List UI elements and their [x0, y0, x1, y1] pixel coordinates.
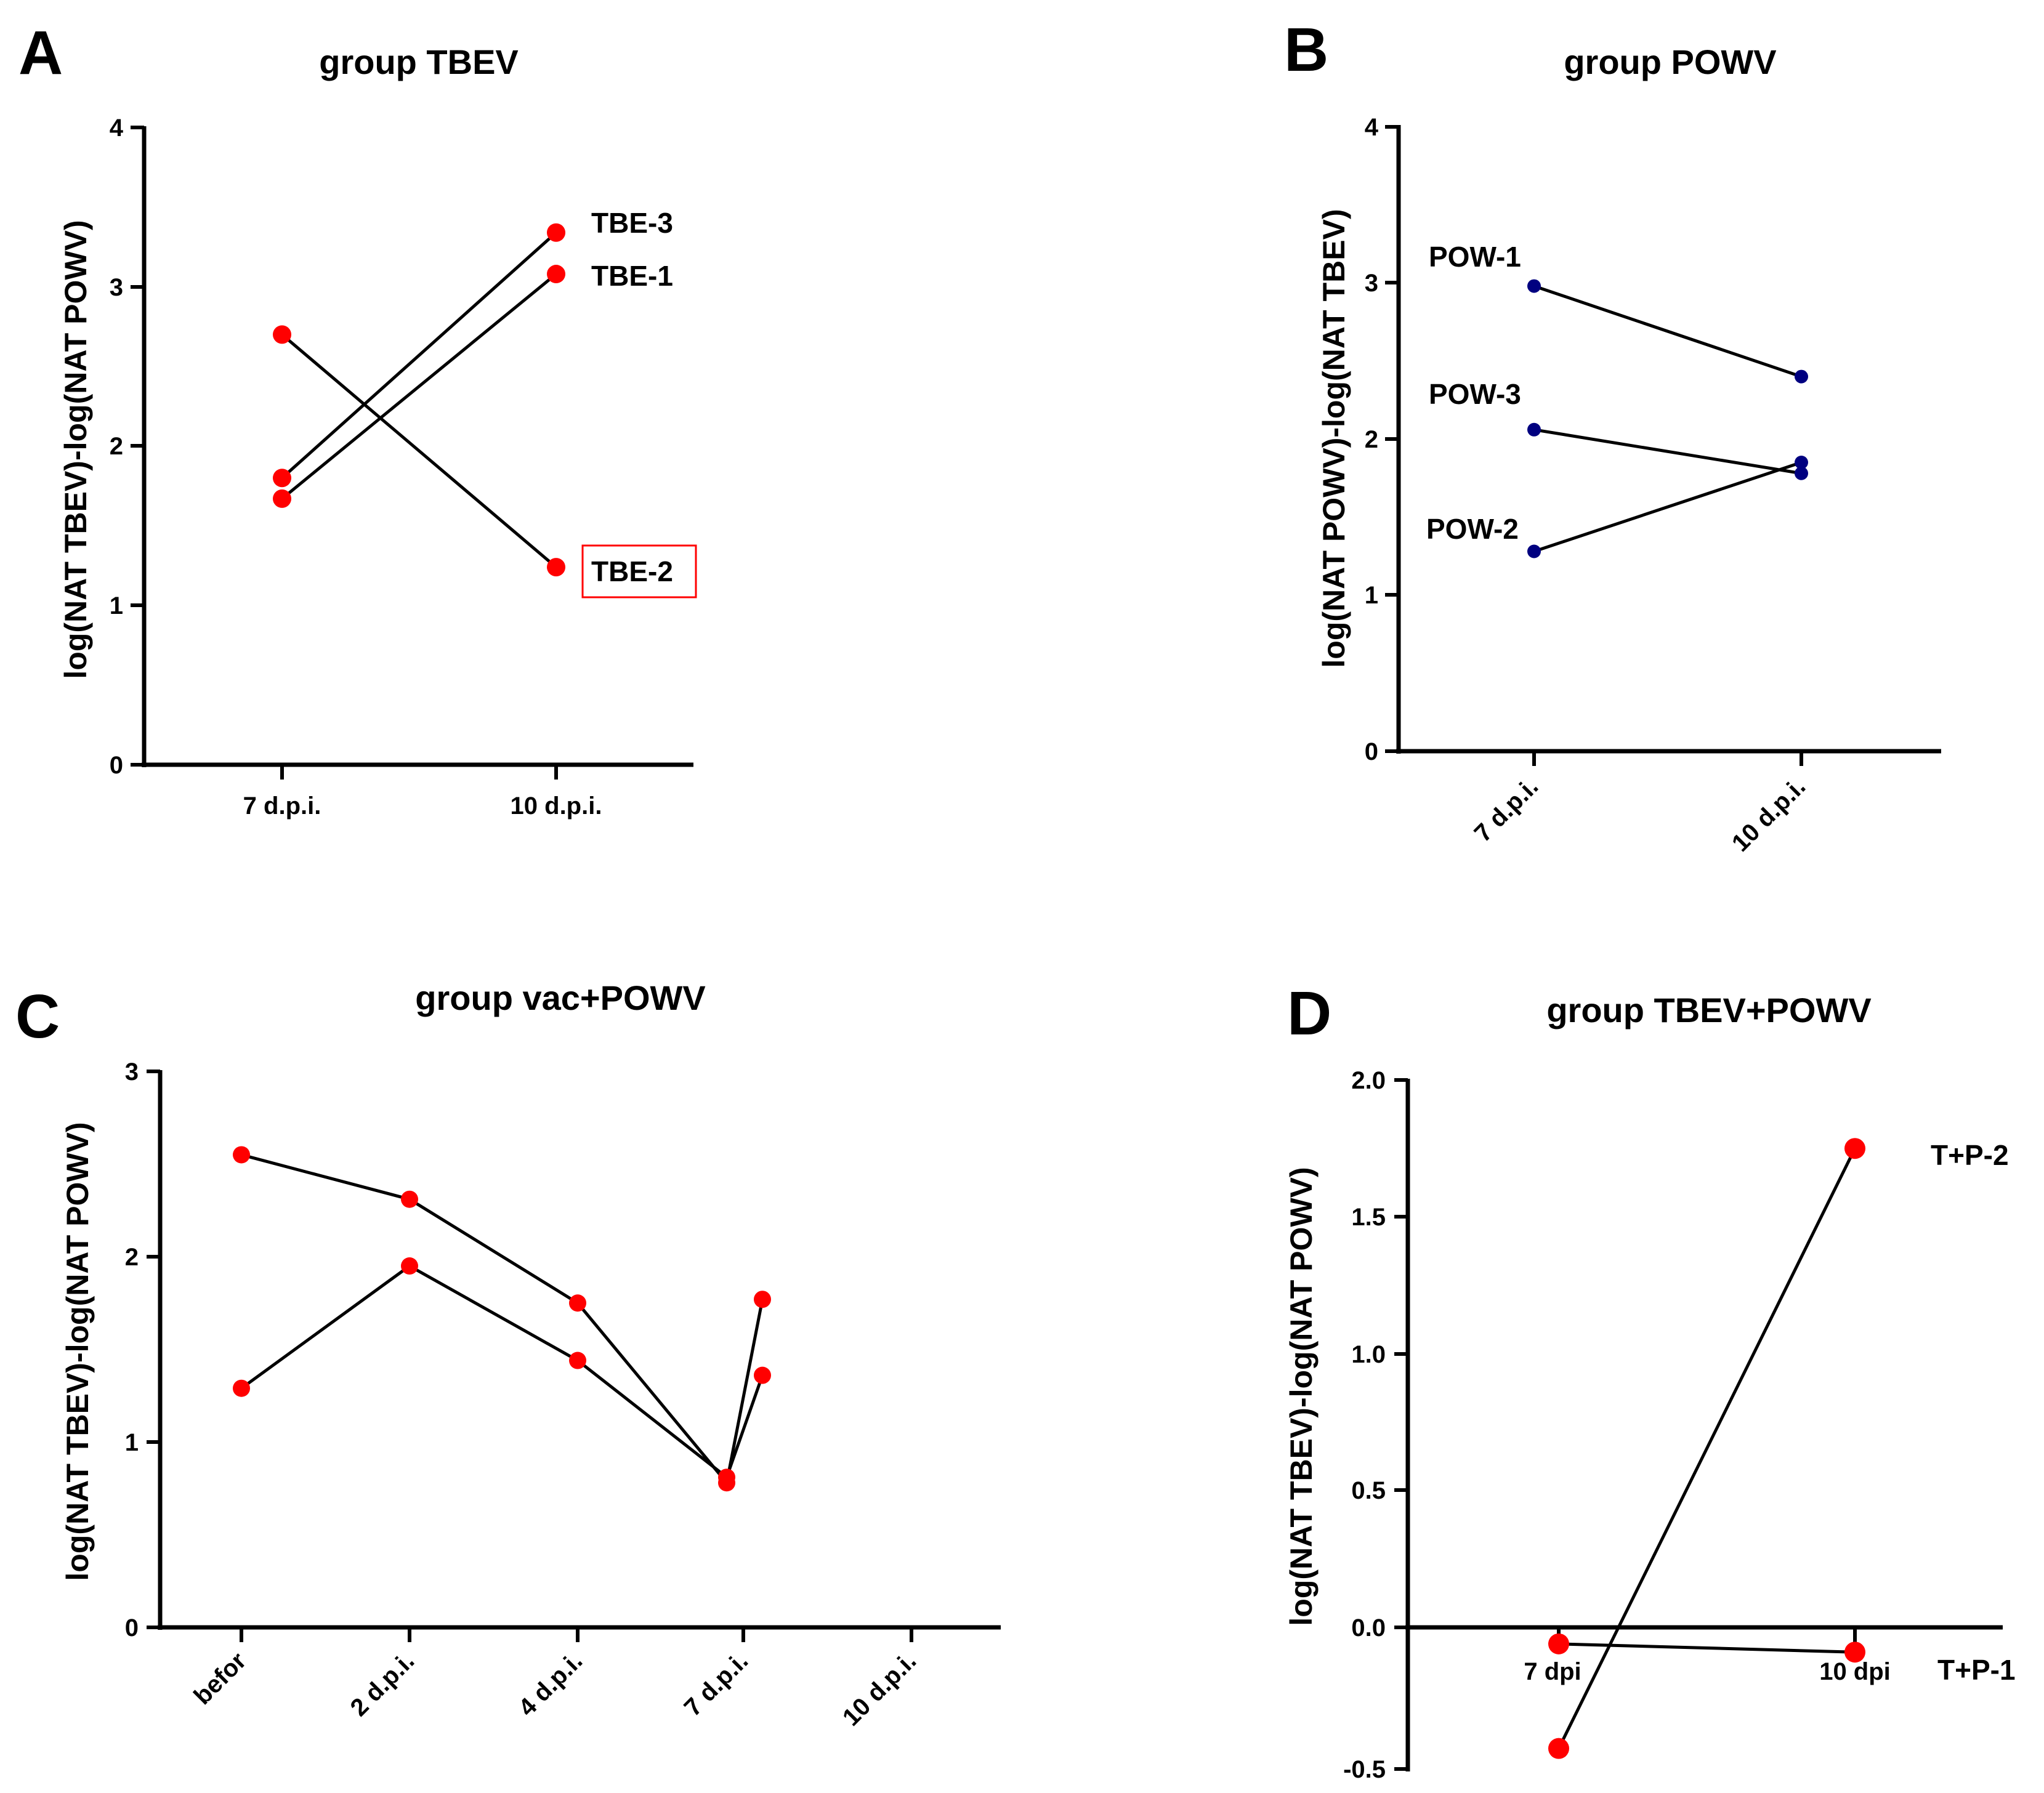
panel-a-point-tbe-1-1 — [547, 265, 565, 284]
panel-d-ytick-label-4: 1.5 — [1351, 1204, 1386, 1231]
panel-d-point-t-p-1-1 — [1844, 1642, 1865, 1663]
panel-c-xtick-label-1: 2 d.p.i. — [345, 1647, 420, 1722]
panel-a-xtick-label-0: 7 d.p.i. — [243, 792, 321, 820]
panel-a: A group TBEV log(NAT TBEV)-log(NAT POWV)… — [18, 18, 697, 820]
panel-a-line-tbe-2 — [281, 333, 557, 569]
panel-d-ylabel: log(NAT TBEV)-log(NAT POWV) — [1284, 1167, 1319, 1626]
panel-a-label-tbe-3: TBE-3 — [591, 207, 673, 239]
panel-c-xtick-label-3: 7 d.p.i. — [679, 1647, 754, 1722]
panel-c: C group vac+POWV log(NAT TBEV)-log(NAT P… — [15, 978, 1001, 1731]
panel-c-point-series-2-3 — [718, 1469, 735, 1486]
panel-b-xtick-label-1: 10 d.p.i. — [1727, 773, 1811, 856]
panel-a-label-tbe-2-box — [581, 544, 697, 598]
panel-c-ytick-label-1: 1 — [125, 1429, 139, 1456]
panel-c-ytick-label-2: 2 — [125, 1244, 139, 1271]
panel-d-ytick-label-3: 1.0 — [1351, 1341, 1386, 1368]
panel-b-label-pow-2: POW-2 — [1426, 513, 1519, 545]
panel-a-label-tbe-2: TBE-2 — [591, 555, 673, 587]
panel-c-point-series-1-2 — [569, 1294, 586, 1312]
panel-a-point-tbe-1-0 — [273, 489, 291, 508]
panel-c-xtick-label-0: befor — [189, 1647, 252, 1710]
panel-c-point-series-1-4 — [754, 1291, 771, 1308]
panel-c-xtick-label-2: 4 d.p.i. — [514, 1647, 588, 1722]
panel-b-point-pow-3-0 — [1527, 422, 1541, 437]
panel-c-point-series-1-0 — [233, 1146, 250, 1164]
panel-c-xtick-label-4: 10 d.p.i. — [838, 1647, 921, 1731]
panel-b-line-pow-3 — [1533, 428, 1802, 475]
panel-b-ytick-label-0: 0 — [1365, 738, 1378, 765]
panel-b-ytick-label-1: 1 — [1365, 582, 1378, 609]
panel-c-letter: C — [15, 982, 60, 1051]
panel-c-line-series-2 — [240, 1264, 764, 1480]
panel-b-ytick-label-3: 3 — [1365, 270, 1378, 297]
panel-d-point-t-p-1-0 — [1548, 1633, 1569, 1654]
panel-d-label-tp-1: T+P-1 — [1937, 1654, 2016, 1686]
panel-d-xtick-label-1: 10 dpi — [1819, 1658, 1891, 1685]
panel-a-line-tbe-1 — [281, 273, 557, 500]
panel-b-ylabel: log(NAT POWV)-log(NAT TBEV) — [1317, 209, 1351, 667]
panel-c-title: group vac+POWV — [415, 978, 705, 1017]
panel-d-label-tp-2: T+P-2 — [1931, 1139, 2009, 1171]
panel-b-point-pow-1-1 — [1795, 369, 1808, 384]
panel-d-line-t-p-2 — [1557, 1148, 1857, 1749]
panel-b-label-pow-1: POW-1 — [1429, 241, 1521, 273]
panel-b-point-pow-2-0 — [1527, 544, 1541, 558]
panel-a-ytick-label-4: 4 — [110, 115, 124, 142]
panel-d-xtick-label-0: 7 dpi — [1524, 1658, 1581, 1685]
panel-b: B group POWV log(NAT POWV)-log(NAT TBEV)… — [1284, 15, 1941, 857]
panel-b-line-pow-1 — [1533, 284, 1802, 378]
panel-a-ytick-label-0: 0 — [110, 752, 123, 779]
panel-a-line-tbe-3 — [281, 231, 557, 480]
panel-d-ytick-label-2: 0.5 — [1351, 1477, 1386, 1504]
panel-d-title: group TBEV+POWV — [1546, 991, 1871, 1029]
panel-a-title: group TBEV — [319, 42, 519, 81]
panel-a-ytick-label-3: 3 — [110, 274, 123, 301]
panel-b-point-pow-3-1 — [1795, 466, 1808, 480]
panel-c-point-series-2-4 — [754, 1366, 771, 1384]
panel-b-letter: B — [1284, 15, 1328, 84]
panel-d-line-t-p-1 — [1558, 1642, 1856, 1654]
panel-a-ytick-label-2: 2 — [110, 433, 123, 460]
panel-c-ytick-label-0: 0 — [125, 1614, 139, 1642]
panel-d-point-t-p-2-1 — [1844, 1138, 1865, 1159]
panel-a-letter: A — [18, 18, 63, 87]
panel-b-ytick-label-2: 2 — [1365, 426, 1378, 453]
panel-a-point-tbe-3-1 — [547, 223, 565, 242]
panel-c-point-series-1-1 — [401, 1190, 418, 1208]
panel-a-label-tbe-1: TBE-1 — [591, 260, 673, 292]
panel-a-point-tbe-2-0 — [273, 325, 291, 344]
panel-a-ylabel: log(NAT TBEV)-log(NAT POWV) — [59, 220, 93, 679]
panel-b-xtick-label-0: 7 d.p.i. — [1469, 773, 1544, 847]
panel-b-title: group POWV — [1564, 42, 1776, 81]
panel-a-xtick-label-1: 10 d.p.i. — [511, 792, 602, 820]
panel-b-point-pow-1-0 — [1527, 279, 1541, 293]
panel-b-line-pow-2 — [1533, 461, 1802, 553]
panel-a-point-tbe-3-0 — [273, 469, 291, 488]
panel-b-label-pow-3: POW-3 — [1429, 378, 1521, 410]
panel-c-ylabel: log(NAT TBEV)-log(NAT POWV) — [60, 1122, 95, 1581]
panel-d-ytick-label-1: 0.0 — [1351, 1614, 1386, 1642]
panel-c-point-series-2-2 — [569, 1352, 586, 1369]
panel-a-ytick-label-1: 1 — [110, 592, 123, 619]
panel-a-point-tbe-2-1 — [547, 558, 565, 577]
panel-d: D group TBEV+POWV log(NAT TBEV)-log(NAT … — [1284, 979, 2016, 1783]
panel-c-ytick-label-3: 3 — [125, 1058, 139, 1086]
panel-b-ytick-label-4: 4 — [1365, 114, 1379, 141]
panel-b-point-pow-2-1 — [1795, 456, 1808, 470]
panel-d-ytick-label-5: 2.0 — [1351, 1067, 1386, 1094]
panel-d-letter: D — [1287, 979, 1331, 1048]
panel-c-point-series-2-0 — [233, 1379, 250, 1397]
panel-c-point-series-2-1 — [401, 1257, 418, 1275]
panel-d-ytick-label-0: -0.5 — [1343, 1756, 1386, 1783]
panel-d-point-t-p-2-0 — [1548, 1738, 1569, 1759]
